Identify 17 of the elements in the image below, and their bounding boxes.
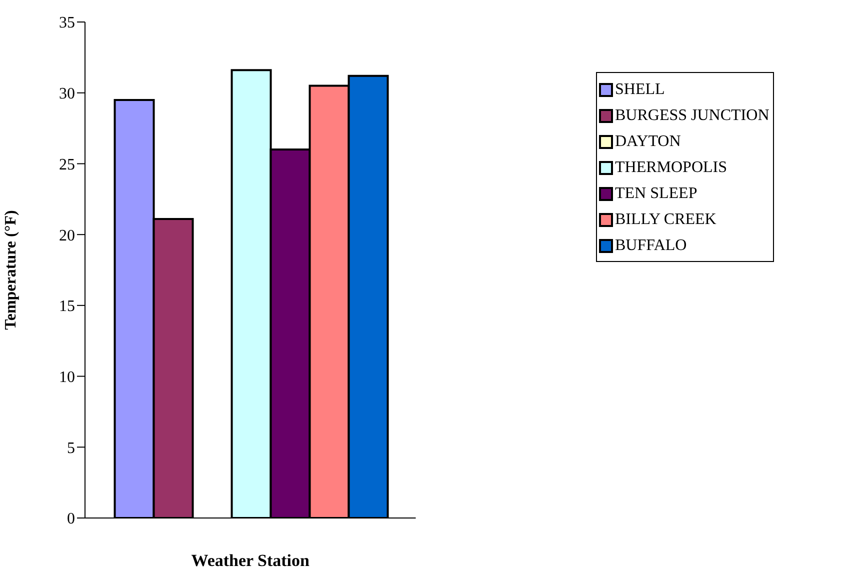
y-tick-label: 10 [59, 368, 75, 386]
legend-label: BUFFALO [615, 237, 687, 255]
y-tick-label: 20 [59, 227, 75, 244]
y-tick-label: 30 [59, 86, 75, 103]
y-tick-label: 15 [59, 298, 75, 316]
legend-label: BURGESS JUNCTION [615, 107, 770, 125]
legend-label: DAYTON [615, 133, 681, 151]
y-tick-label: 25 [59, 156, 75, 174]
y-tick-label: 0 [67, 510, 75, 528]
legend-label: SHELL [615, 81, 665, 99]
x-axis-title: Weather Station [191, 551, 310, 568]
y-tick-label: 5 [67, 440, 75, 457]
y-axis-title: Temperature (°F) [2, 210, 20, 330]
legend-label: THERMOPOLIS [615, 159, 728, 177]
y-tick-label: 35 [59, 14, 75, 32]
legend-label: TEN SLEEP [615, 185, 698, 203]
legend-label: BILLY CREEK [615, 211, 716, 229]
